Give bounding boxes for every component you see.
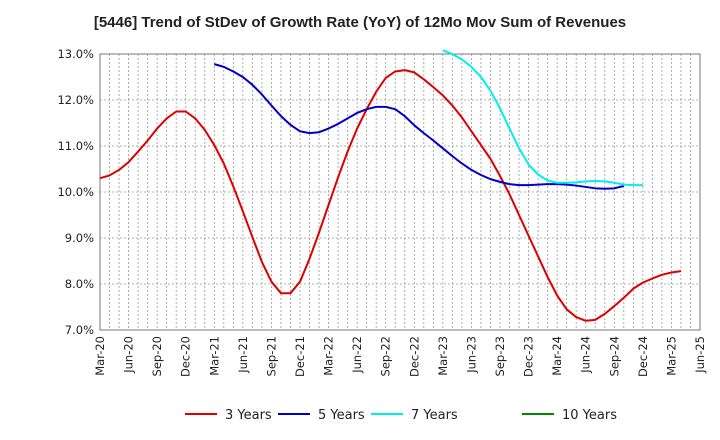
- x-tick-label: Sep-22: [379, 336, 393, 376]
- series-line-7-years: [442, 49, 643, 187]
- x-tick-label: Sep-23: [493, 336, 507, 376]
- x-tick-label: Jun-21: [236, 336, 250, 374]
- x-tick-label: Dec-22: [407, 336, 421, 377]
- legend: 3 Years 5 Years 7 Years 10 Years: [185, 408, 617, 423]
- x-tick-label: Jun-25: [693, 336, 707, 374]
- series-lines: [99, 49, 682, 322]
- x-tick-label: Mar-22: [322, 336, 336, 376]
- x-tick-label: Jun-22: [350, 336, 364, 374]
- y-tick-label: 8.0%: [65, 277, 94, 291]
- x-tick-label: Sep-24: [607, 336, 621, 376]
- x-tick-label: Jun-20: [122, 336, 136, 374]
- x-tick-label: Dec-20: [179, 336, 193, 377]
- x-tick-label: Mar-21: [207, 336, 221, 376]
- x-tick-label: Mar-23: [436, 336, 450, 376]
- x-tick-label: Mar-24: [550, 336, 564, 376]
- x-tick-label: Sep-20: [150, 336, 164, 376]
- y-tick-label: 12.0%: [57, 93, 94, 107]
- x-tick-label: Sep-21: [264, 336, 278, 376]
- y-tick-label: 11.0%: [57, 139, 94, 153]
- x-tick-label: Mar-20: [93, 336, 107, 376]
- x-axis-ticks: Mar-20 Jun-20 Sep-20 Dec-20 Mar-21 Jun-21 Sep-…: [93, 336, 707, 377]
- x-tick-label: Dec-23: [522, 336, 536, 377]
- legend-label: 3 Years: [225, 408, 272, 423]
- y-axis-ticks: 7.0% 8.0% 9.0% 10.0% 11.0% 12.0% 13.0%: [57, 47, 94, 337]
- x-tick-label: Jun-23: [464, 336, 478, 374]
- legend-label: 10 Years: [562, 408, 617, 423]
- series-line-3-years: [99, 69, 682, 322]
- y-tick-label: 7.0%: [65, 323, 94, 337]
- x-tick-label: Jun-24: [579, 336, 593, 374]
- y-tick-label: 9.0%: [65, 231, 94, 245]
- legend-label: 7 Years: [411, 408, 458, 423]
- series-line-5-years: [214, 63, 625, 190]
- x-tick-label: Dec-21: [293, 336, 307, 377]
- chart-title: [5446] Trend of StDev of Growth Rate (Yo…: [93, 14, 627, 31]
- grid-lines: [100, 54, 700, 330]
- x-tick-label: Dec-24: [636, 336, 650, 377]
- y-tick-label: 10.0%: [57, 185, 94, 199]
- x-tick-label: Mar-25: [664, 336, 678, 376]
- y-tick-label: 13.0%: [57, 47, 94, 61]
- legend-label: 5 Years: [318, 408, 365, 423]
